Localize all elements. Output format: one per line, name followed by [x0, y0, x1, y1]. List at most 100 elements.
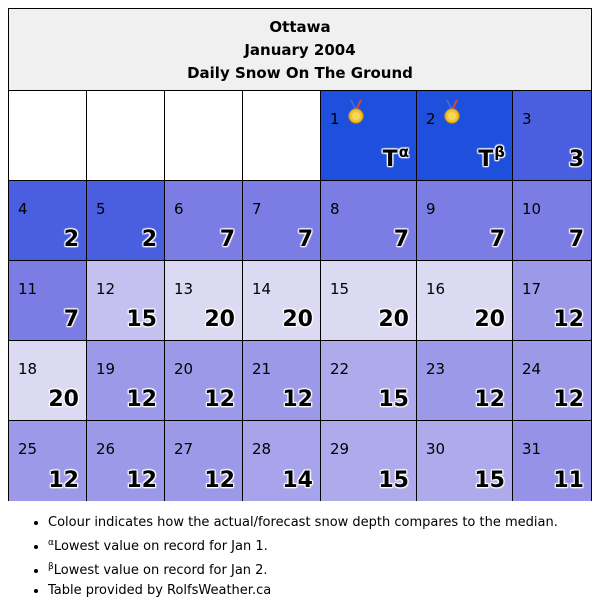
day-number: 2	[426, 110, 436, 128]
empty-day-cell	[87, 91, 165, 181]
day-number: 17	[522, 280, 542, 298]
day-cell: 16 20	[417, 261, 513, 341]
gold-medal-icon	[441, 100, 463, 124]
snow-depth-value: 20	[282, 307, 313, 332]
snow-depth-value: 12	[553, 387, 584, 412]
day-number: 8	[330, 200, 340, 218]
day-number: 7	[252, 200, 262, 218]
snow-depth-value: Tβ	[478, 143, 505, 172]
record-marker: β	[494, 143, 505, 161]
day-cell: 30 15	[417, 421, 513, 501]
day-number: 15	[330, 280, 350, 298]
day-number: 23	[426, 360, 446, 378]
snow-depth-value: 15	[126, 307, 157, 332]
day-number: 13	[174, 280, 194, 298]
snow-depth-value: Tα	[382, 143, 409, 172]
day-cell: 17 12	[513, 261, 591, 341]
empty-day-cell	[9, 91, 87, 181]
snow-depth-value: 14	[282, 468, 313, 493]
day-cell: 23 12	[417, 341, 513, 421]
day-number: 29	[330, 440, 350, 458]
day-number: 12	[96, 280, 116, 298]
day-cell: 31 11	[513, 421, 591, 501]
day-cell: 27 12	[165, 421, 243, 501]
day-cell: 10 7	[513, 181, 591, 261]
snow-depth-value: 7	[393, 227, 409, 252]
day-number: 6	[174, 200, 184, 218]
note-alpha: αLowest value on record for Jan 1.	[48, 533, 558, 557]
day-number: 24	[522, 360, 542, 378]
snow-depth-value: 12	[126, 387, 157, 412]
day-number: 18	[18, 360, 38, 378]
footnotes: Colour indicates how the actual/forecast…	[30, 513, 558, 601]
snow-depth-value: 7	[63, 307, 79, 332]
month-title: January 2004	[244, 41, 356, 59]
day-number: 9	[426, 200, 436, 218]
snow-depth-value: 12	[474, 387, 505, 412]
day-cell: 14 20	[243, 261, 321, 341]
day-cell: 22 15	[321, 341, 417, 421]
day-cell: 2 Tβ	[417, 91, 513, 181]
snow-depth-value: 2	[141, 227, 157, 252]
day-cell: 21 12	[243, 341, 321, 421]
snow-depth-value: 12	[48, 468, 79, 493]
day-number: 27	[174, 440, 194, 458]
snow-depth-value: 12	[553, 307, 584, 332]
snow-depth-value: 20	[204, 307, 235, 332]
day-cell: 18 20	[9, 341, 87, 421]
day-cell: 12 15	[87, 261, 165, 341]
empty-day-cell	[243, 91, 321, 181]
snow-depth-value: 12	[126, 468, 157, 493]
day-cell: 29 15	[321, 421, 417, 501]
day-number: 19	[96, 360, 116, 378]
snow-depth-value: 7	[568, 227, 584, 252]
calendar-header: Ottawa January 2004 Daily Snow On The Gr…	[9, 9, 591, 91]
day-cell: 11 7	[9, 261, 87, 341]
snow-depth-value: 7	[297, 227, 313, 252]
day-number: 4	[18, 200, 28, 218]
day-cell: 28 14	[243, 421, 321, 501]
snow-depth-value: 2	[63, 227, 79, 252]
city-title: Ottawa	[269, 18, 331, 36]
day-number: 21	[252, 360, 272, 378]
beta-marker: β	[48, 562, 54, 572]
day-number: 11	[18, 280, 38, 298]
snow-depth-value: 20	[474, 307, 505, 332]
snow-depth-value: 7	[489, 227, 505, 252]
day-cell: 25 12	[9, 421, 87, 501]
day-number: 30	[426, 440, 446, 458]
snow-depth-value: 11	[553, 468, 584, 493]
day-number: 22	[330, 360, 350, 378]
day-cell: 26 12	[87, 421, 165, 501]
day-number: 16	[426, 280, 446, 298]
day-cell: 1 Tα	[321, 91, 417, 181]
snow-calendar: Ottawa January 2004 Daily Snow On The Gr…	[8, 8, 592, 501]
day-cell: 20 12	[165, 341, 243, 421]
note-beta: βLowest value on record for Jan 2.	[48, 557, 558, 581]
snow-depth-value: 20	[48, 387, 79, 412]
day-number: 31	[522, 440, 542, 458]
day-cell: 24 12	[513, 341, 591, 421]
snow-depth-value: 20	[378, 307, 409, 332]
day-number: 26	[96, 440, 116, 458]
snow-depth-value: 12	[282, 387, 313, 412]
day-number: 1	[330, 110, 340, 128]
day-number: 20	[174, 360, 194, 378]
snow-depth-value: 3	[568, 147, 584, 172]
snow-depth-value: 15	[378, 468, 409, 493]
calendar-grid: 1 Tα 2 Tβ 3 3 4 2 5 2 6 7 7 7 8 7 9 7 10 7 11 7 12 15 13 20 14 20 15…	[9, 91, 591, 501]
alpha-marker: α	[48, 538, 54, 548]
day-number: 25	[18, 440, 38, 458]
snow-depth-value: 12	[204, 468, 235, 493]
chart-subtitle: Daily Snow On The Ground	[187, 64, 413, 82]
snow-depth-value: 15	[378, 387, 409, 412]
day-number: 28	[252, 440, 272, 458]
note-colour: Colour indicates how the actual/forecast…	[48, 513, 558, 533]
day-number: 14	[252, 280, 272, 298]
